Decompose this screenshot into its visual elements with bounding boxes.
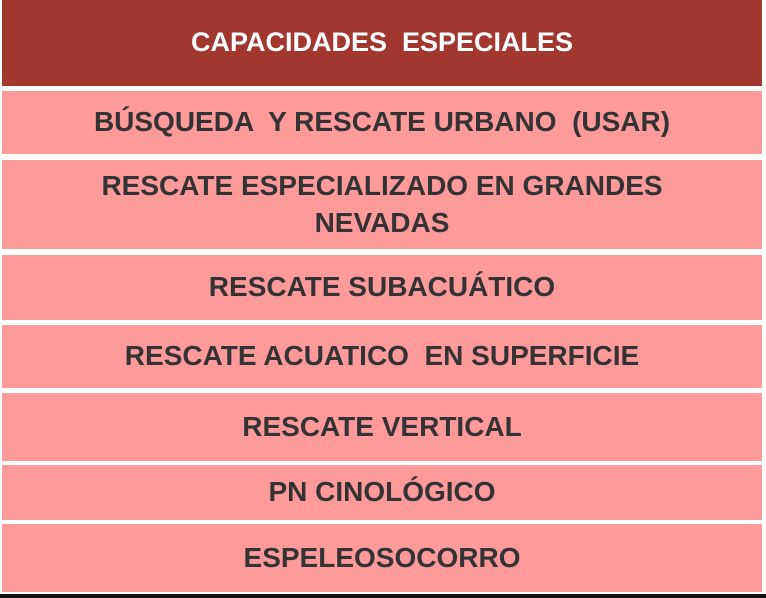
table-row: RESCATE VERTICAL bbox=[2, 393, 762, 461]
table-header: CAPACIDADES ESPECIALES bbox=[2, 0, 762, 86]
row-label: RESCATE VERTICAL bbox=[242, 410, 522, 442]
row-label: ESPELEOSOCORRO bbox=[243, 541, 521, 573]
table-row: PN CINOLÓGICO bbox=[2, 465, 762, 520]
row-label: PN CINOLÓGICO bbox=[268, 476, 496, 508]
bottom-border bbox=[0, 594, 766, 598]
row-label: BÚSQUEDA Y RESCATE URBANO (USAR) bbox=[93, 106, 671, 138]
table-row: RESCATE ACUATICO EN SUPERFICIE bbox=[2, 325, 762, 388]
row-label: RESCATE ESPECIALIZADO EN GRANDES NEVADAS bbox=[101, 170, 663, 238]
table-row: BÚSQUEDA Y RESCATE URBANO (USAR) bbox=[2, 91, 762, 154]
row-label: RESCATE ACUATICO EN SUPERFICIE bbox=[124, 340, 640, 372]
table-row: RESCATE SUBACUÁTICO bbox=[2, 255, 762, 320]
table-row: ESPELEOSOCORRO bbox=[2, 524, 762, 592]
header-label: CAPACIDADES ESPECIALES bbox=[190, 27, 574, 58]
row-label: RESCATE SUBACUÁTICO bbox=[208, 271, 556, 303]
table-row: RESCATE ESPECIALIZADO EN GRANDES NEVADAS bbox=[2, 160, 762, 249]
